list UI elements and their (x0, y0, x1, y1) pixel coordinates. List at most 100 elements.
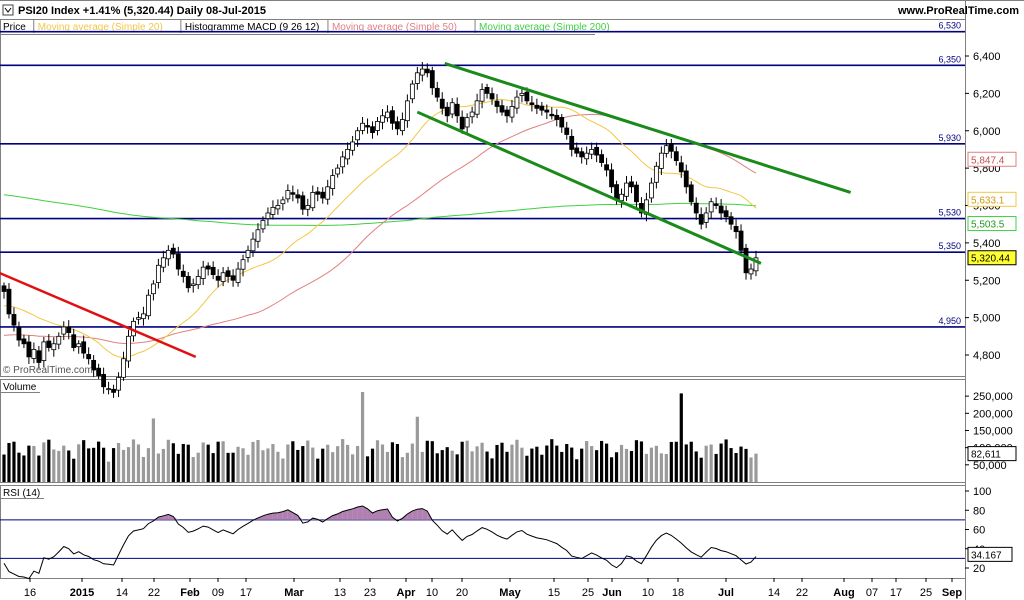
volume-bar (116, 443, 121, 482)
x-tick-label: 22 (148, 587, 160, 599)
volume-bar (540, 454, 544, 482)
rsi-overbought-fill (417, 508, 423, 520)
volume-bar (146, 448, 151, 482)
candle-body (499, 105, 505, 113)
volume-bar (689, 441, 693, 482)
candle-body (335, 167, 341, 175)
candle-body (703, 212, 709, 223)
volume-bar (465, 440, 469, 482)
volume-bar (226, 452, 230, 482)
candle-body (569, 135, 575, 150)
volume-bar (141, 456, 146, 482)
volume-bar (42, 442, 46, 482)
x-tick-label: 13 (334, 587, 346, 599)
volume-bar (395, 444, 400, 482)
volume-bar (405, 452, 409, 482)
value-tag-label-ma200: 5,503.5 (971, 220, 1005, 231)
candle-body (150, 283, 156, 295)
candle-body (519, 92, 525, 96)
level-label-5,930: 5,930 (938, 133, 961, 143)
rsi-tick-label: 80 (973, 505, 985, 517)
candle-body (1, 285, 7, 292)
price-tick-label: 6,400 (973, 51, 1001, 63)
candle-body (290, 192, 296, 195)
x-tick-label: 22 (796, 587, 808, 599)
candle-body (210, 266, 216, 276)
candle-body (454, 103, 460, 117)
candle-body (250, 238, 256, 252)
candle-body (385, 111, 390, 119)
volume-bar (390, 442, 395, 482)
candle-body (434, 87, 440, 98)
rsi-overbought-fill (367, 508, 373, 520)
candle-body (240, 259, 246, 270)
candle-body (404, 100, 410, 122)
candle-body (629, 181, 634, 188)
volume-bar (550, 439, 554, 482)
rsi-last-tag (967, 546, 1013, 562)
candle-body (479, 89, 485, 102)
candle-body (340, 156, 346, 168)
x-tick-label: 23 (364, 587, 376, 599)
candle-body (718, 205, 724, 214)
volume-bar (445, 447, 449, 482)
candle-body (683, 170, 689, 188)
rsi-overbought-fill (412, 509, 418, 520)
candle-body (300, 195, 306, 210)
level-label-5,530: 5,530 (938, 208, 961, 218)
x-tick-label: 09 (212, 587, 224, 599)
rsi-overbought-fill (342, 510, 348, 520)
volume-bar (380, 444, 385, 482)
candle-body (395, 121, 400, 130)
level-label-5,350: 5,350 (938, 241, 961, 251)
candle-body (459, 116, 465, 130)
x-tick-label: May (499, 587, 521, 599)
channel-upper-line (444, 62, 852, 194)
candle-body (320, 191, 326, 199)
volume-bar (241, 448, 245, 482)
volume-bar (111, 448, 116, 482)
volume-bar (221, 441, 225, 482)
candle-body (220, 272, 226, 282)
candle-body (155, 264, 161, 283)
volume-bar (286, 444, 290, 482)
volume-bar (87, 448, 91, 482)
volume-bar (321, 448, 325, 482)
volume-bar (27, 445, 31, 482)
candle-body (185, 275, 191, 289)
candle-body (514, 96, 520, 109)
candle-body (146, 294, 151, 317)
candle-body (225, 270, 231, 277)
candle-body (121, 358, 126, 378)
volume-bar (639, 441, 644, 482)
candle-body (165, 249, 171, 260)
candle-body (733, 226, 739, 233)
red-trendline (0, 271, 197, 359)
volume-bar (744, 448, 748, 482)
rsi-tick-label: 60 (973, 525, 985, 537)
candle-body (653, 165, 659, 183)
volume-bar (629, 450, 634, 482)
volume-bar (585, 441, 589, 482)
candle-body (589, 149, 595, 155)
volume-bar (535, 446, 539, 482)
volume-bar (600, 440, 604, 482)
candle-body (649, 182, 654, 199)
collapse-box-icon[interactable] (2, 4, 14, 16)
rsi-overbought-fill (352, 507, 358, 520)
x-tick-label: 18 (672, 587, 684, 599)
x-tick-label: 25 (920, 587, 932, 599)
volume-bar (580, 448, 584, 482)
x-tick-label: Aug (833, 587, 854, 599)
chevron-down-icon[interactable] (4, 7, 12, 13)
candle-body (449, 102, 455, 115)
candle-body (230, 275, 236, 281)
candle-body (604, 164, 609, 171)
candle-body (743, 247, 749, 274)
volume-bar (126, 447, 131, 482)
volume-bar (699, 457, 703, 482)
volume-bar (495, 444, 499, 482)
candle-body (16, 326, 22, 341)
candle-body (469, 111, 475, 118)
candle-body (26, 341, 32, 358)
